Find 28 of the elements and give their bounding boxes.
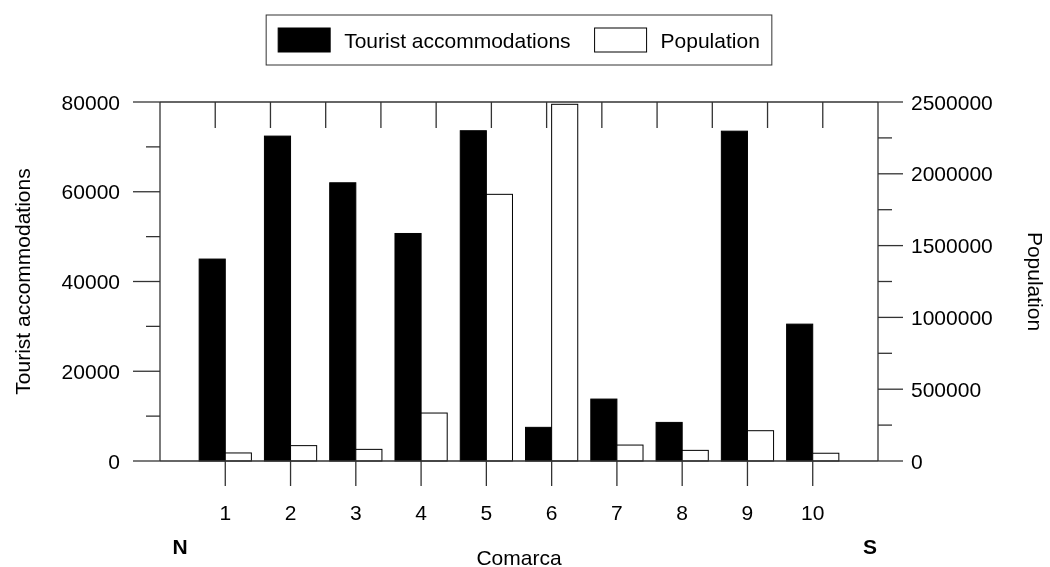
x-tick-label: 5 bbox=[480, 500, 493, 524]
y2-tick-label: 1500000 bbox=[911, 234, 993, 258]
x-tick-label: 6 bbox=[545, 500, 558, 524]
y-tick-label: 40000 bbox=[61, 270, 120, 293]
x-tick-label: 8 bbox=[676, 500, 689, 524]
text: N bbox=[172, 534, 188, 558]
y-tick-label: 0 bbox=[108, 449, 120, 473]
x-tick-label: 1 bbox=[219, 500, 232, 524]
x-tick-label: 3 bbox=[349, 500, 362, 524]
y-tick-label: 20000 bbox=[61, 359, 120, 383]
y-tick-label: 60000 bbox=[61, 180, 120, 204]
x-tick-label: 7 bbox=[611, 500, 623, 524]
y2-tick-label: 2000000 bbox=[911, 162, 993, 186]
legend-label: Tourist accommodations bbox=[344, 28, 571, 52]
x-axis-title: Comarca bbox=[476, 545, 562, 567]
legend-label: Population bbox=[660, 28, 760, 52]
y2-tick-label: 2500000 bbox=[911, 90, 993, 114]
y2-tick-label: 1000000 bbox=[911, 305, 993, 329]
y2-axis-title: Population bbox=[1024, 231, 1048, 332]
y2-tick-label: 500000 bbox=[911, 377, 982, 401]
text: S bbox=[862, 534, 878, 558]
x-tick-label: 4 bbox=[415, 500, 428, 524]
y-axis-title: Tourist accommodations bbox=[10, 168, 34, 395]
y2-tick-label: 0 bbox=[911, 449, 923, 473]
y-tick-label: 80000 bbox=[61, 90, 120, 114]
x-tick-label: 10 bbox=[801, 500, 825, 524]
x-tick-label: 2 bbox=[284, 500, 297, 524]
x-tick-label: 9 bbox=[741, 500, 754, 524]
